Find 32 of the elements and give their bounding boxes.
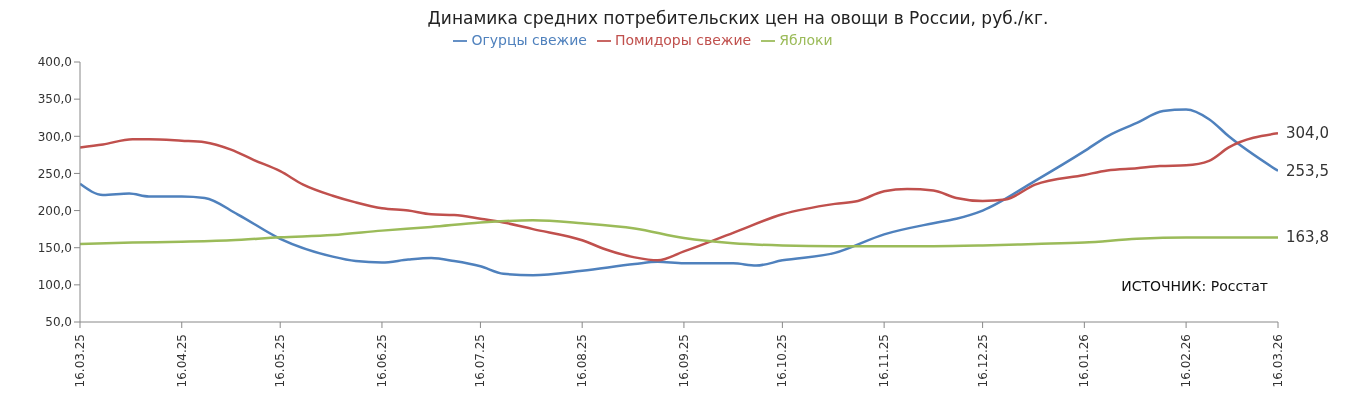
data-label: 253,5	[1286, 161, 1329, 180]
legend-label: Яблоки	[779, 32, 833, 48]
x-tick-label: 16.01.26	[1077, 334, 1092, 388]
y-tick-label: 200,0	[37, 203, 72, 218]
legend-label: Огурцы свежие	[471, 32, 587, 48]
y-tick-label: 400,0	[37, 55, 72, 70]
y-tick-label: 300,0	[37, 129, 72, 144]
x-tick-label: 16.02.26	[1179, 334, 1194, 388]
line-series	[80, 218, 1278, 248]
data-label: 304,0	[1286, 124, 1329, 143]
y-tick-label: 100,0	[37, 278, 72, 293]
x-tick-label: 16.05.25	[273, 334, 288, 388]
x-tick-label: 16.03.26	[1271, 334, 1285, 388]
x-tick-label: 16.04.25	[174, 334, 189, 388]
x-tick-label: 16.11.25	[877, 334, 892, 388]
y-tick-label: 350,0	[37, 92, 72, 107]
annotation: ИСТОЧНИК: Росстат	[1121, 278, 1268, 294]
line-series	[80, 108, 1278, 277]
x-tick-label: 16.10.25	[775, 334, 790, 388]
x-tick-label: 16.12.25	[975, 334, 990, 388]
y-tick-label: 250,0	[37, 166, 72, 181]
legend-label: Помидоры свежие	[614, 32, 752, 48]
data-label: 163,8	[1286, 228, 1329, 247]
y-tick-label: 50,0	[45, 315, 72, 330]
x-tick-label: 16.09.25	[676, 334, 691, 388]
line-series	[80, 132, 1278, 262]
x-tick-label: 16.08.25	[575, 334, 590, 388]
chart-title: Динамика средних потребительских цен на овощи в России, руб./кг.	[426, 8, 1050, 30]
x-tick-label: 16.06.25	[374, 334, 389, 388]
y-tick-label: 150,0	[37, 240, 72, 255]
x-tick-label: 16.07.25	[473, 334, 488, 388]
x-tick-label: 16.03.25	[73, 334, 87, 388]
